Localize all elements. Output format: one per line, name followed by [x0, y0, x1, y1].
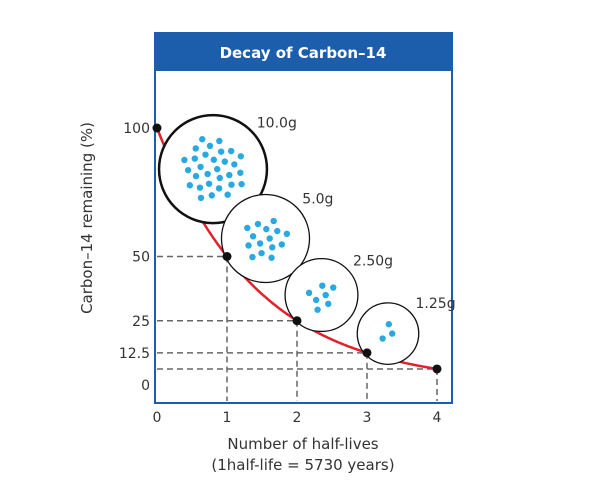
title-bar — [155, 33, 452, 71]
carbon-dot — [227, 147, 235, 155]
carbon-dot — [215, 185, 223, 192]
carbon-dot — [197, 194, 205, 202]
carbon-dot — [269, 244, 276, 251]
carbon-dot — [205, 180, 213, 187]
carbon-dot — [283, 230, 291, 238]
carbon-dot — [389, 330, 396, 337]
sample-outline — [157, 113, 269, 225]
chart-title: Decay of Carbon–14 — [220, 44, 387, 62]
carbon-dot — [204, 170, 211, 178]
carbon-dot — [224, 191, 231, 198]
sample-circle: 5.0g — [220, 192, 333, 284]
carbon-dot — [379, 335, 386, 342]
carbon-dot — [325, 300, 332, 308]
carbon-dot — [226, 171, 233, 179]
data-point — [152, 123, 162, 133]
carbon-dot — [305, 289, 313, 297]
x-tick-label: 4 — [433, 410, 442, 426]
sample-circle: 2.50g — [284, 254, 393, 333]
carbon-dot — [181, 156, 188, 164]
carbon-dot — [184, 166, 192, 174]
carbon-dot — [266, 235, 273, 242]
carbon-dot — [214, 165, 221, 173]
carbon-dot — [254, 220, 262, 228]
x-tick-label: 3 — [363, 410, 372, 426]
carbon-dot — [278, 241, 286, 248]
carbon-dot — [192, 145, 199, 152]
carbon-dot — [322, 291, 329, 299]
carbon-dot — [216, 174, 223, 182]
carbon-dot — [221, 158, 228, 165]
data-point — [362, 348, 372, 358]
carbon-dot — [268, 254, 275, 261]
carbon-dot — [274, 227, 281, 235]
carbon-dot — [319, 282, 326, 289]
data-point — [292, 316, 302, 326]
sample-circle: 1.25g — [356, 296, 456, 365]
carbon-dot — [197, 163, 204, 171]
carbon-dot — [186, 182, 194, 189]
carbon-dot — [256, 240, 264, 247]
sample-mass-label: 10.0g — [257, 115, 297, 131]
sample-mass-label: 2.50g — [353, 254, 393, 270]
carbon-dot — [238, 180, 245, 188]
y-tick-label: 12.5 — [119, 346, 150, 362]
guide-lines — [157, 255, 438, 401]
carbon-dot — [330, 284, 337, 291]
carbon-dot — [249, 253, 256, 261]
x-tick-label: 1 — [223, 410, 232, 426]
y-tick-labels: 100 50 25 12.5 0 — [119, 121, 150, 394]
y-tick-label: 0 — [141, 378, 150, 394]
carbon-dot — [228, 181, 235, 188]
sample-mass-label: 5.0g — [302, 192, 333, 208]
carbon-dot — [312, 296, 320, 304]
y-tick-label: 50 — [132, 250, 150, 266]
carbon-dot — [245, 242, 252, 249]
carbon-dot — [208, 192, 215, 199]
sample-circles: 10.0g 5.0g 2.50g 1.25g — [157, 113, 456, 365]
carbon-dot — [191, 155, 198, 162]
carbon-dot — [231, 161, 238, 168]
carbon-dot — [263, 225, 270, 233]
carbon-dot — [385, 321, 393, 328]
carbon-dot — [244, 224, 251, 232]
carbon-dot — [196, 184, 204, 191]
carbon-dot — [216, 137, 223, 145]
carbon-dot — [199, 136, 206, 143]
y-axis-title: Carbon–14 remaining (%) — [78, 122, 96, 314]
carbon-dot — [270, 217, 277, 225]
carbon-dot — [210, 156, 218, 163]
carbon-dot — [237, 153, 245, 160]
x-axis-subtitle: (1half-life = 5730 years) — [211, 456, 394, 474]
x-tick-label: 2 — [293, 410, 302, 426]
sample-outline — [220, 193, 311, 284]
carbon-dot — [202, 151, 209, 158]
carbon-dot — [258, 249, 265, 257]
sample-mass-label: 1.25g — [416, 296, 456, 312]
sample-circle: 10.0g — [157, 113, 297, 225]
carbon-dot — [237, 169, 244, 176]
y-tick-label: 25 — [132, 314, 150, 330]
carbon-dot — [192, 172, 200, 180]
data-point — [222, 252, 232, 261]
sample-outline — [356, 302, 420, 365]
carbon-dot — [314, 306, 321, 313]
x-axis-title: Number of half-lives — [227, 435, 378, 453]
data-points — [152, 123, 442, 374]
y-tick-label: 100 — [123, 121, 150, 137]
carbon-dot — [206, 142, 214, 150]
carbon-dot — [249, 233, 257, 240]
carbon-dot — [217, 148, 225, 155]
data-point — [432, 364, 442, 374]
sample-outline — [284, 257, 359, 333]
x-tick-label: 0 — [153, 410, 162, 426]
x-tick-labels: 0 1 2 3 4 — [153, 410, 442, 426]
